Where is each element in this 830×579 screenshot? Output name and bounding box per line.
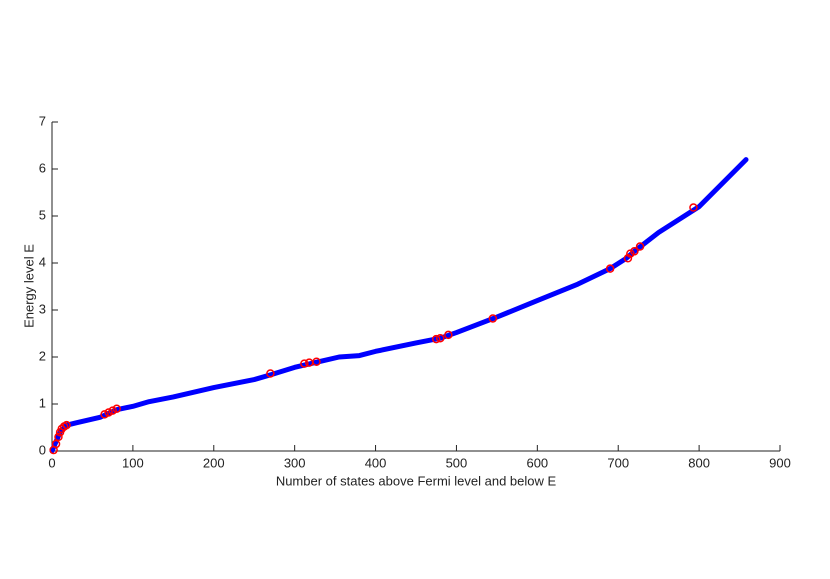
data-point [623,254,633,263]
data-point [605,264,615,273]
data-point [431,334,441,344]
y-tick-label: 3 [39,301,46,316]
y-tick-label: 5 [39,207,46,222]
data-point [635,242,645,251]
data-point [444,330,453,340]
data-point [54,432,63,442]
x-tick-label: 300 [284,455,306,470]
y-axis-label: Energy level E [21,244,36,328]
y-tick-label: 0 [39,442,46,457]
data-point [62,420,71,430]
data-point [689,203,698,212]
x-tick-label: 500 [446,455,468,470]
y-tick-label: 2 [39,348,46,363]
data-point [312,357,321,366]
x-tick-label: 400 [365,455,387,470]
x-tick-label: 200 [203,455,225,470]
data-point [51,439,61,449]
x-tick-label: 800 [688,455,710,470]
data-point [104,408,113,417]
data-point [300,359,309,368]
y-tick-label: 7 [39,113,46,128]
data-point [488,314,498,323]
data-line [49,157,749,454]
data-point [630,247,639,256]
x-tick-label: 100 [122,455,144,470]
x-tick-label: 0 [48,455,55,470]
x-tick-label: 700 [607,455,629,470]
data-point [108,406,117,415]
data-point [266,369,275,378]
y-tick-label: 6 [39,160,46,175]
y-tick-label: 4 [39,254,46,269]
x-axis-label: Number of states above Fermi level and b… [276,473,557,488]
x-tick-label: 900 [769,455,791,470]
y-tick-label: 1 [39,395,46,410]
data-point [436,333,445,343]
data-point [112,404,121,413]
data-point [100,410,109,419]
x-tick-label: 600 [526,455,548,470]
